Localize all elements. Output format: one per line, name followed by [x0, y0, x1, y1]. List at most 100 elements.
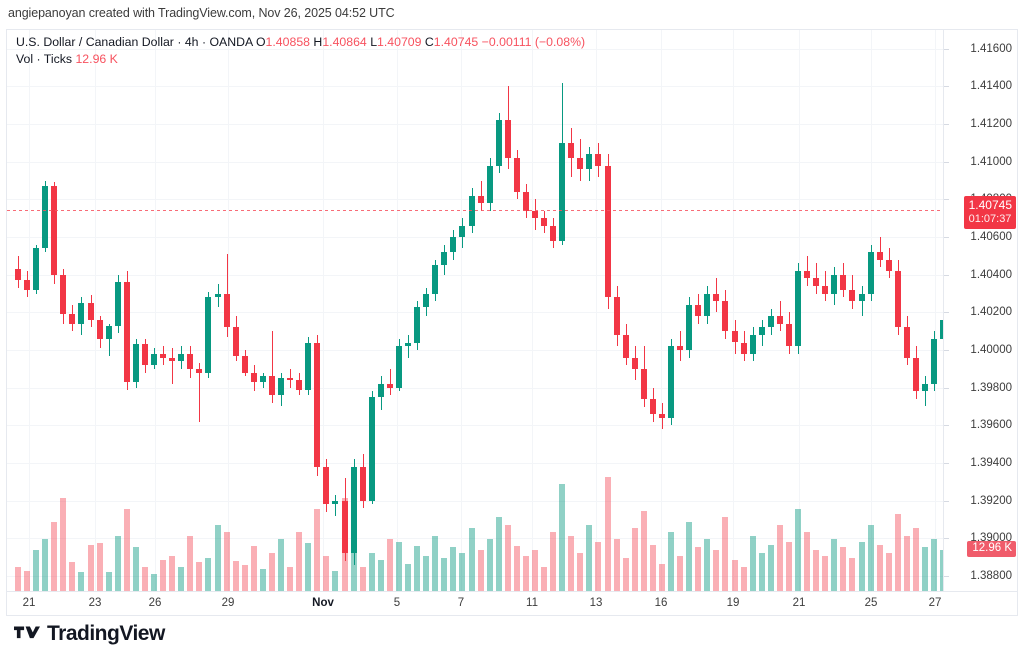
volume-bar — [486, 539, 493, 591]
volume-bar — [613, 539, 620, 591]
tradingview-footer-logo: TradingView — [14, 622, 165, 646]
time-tick-label: 27 — [928, 597, 942, 609]
volume-bar — [804, 532, 811, 591]
time-scale[interactable]: 21 23 26 29 Nov 5 7 11 13 16 19 21 25 27 — [6, 592, 1018, 616]
candle-body — [749, 334, 756, 354]
time-tick-label: 7 — [457, 597, 465, 609]
candle-body — [658, 414, 665, 418]
volume-bar — [141, 566, 148, 591]
candle-body — [96, 319, 103, 339]
volume-bar — [160, 559, 167, 591]
candle-body — [622, 334, 629, 358]
candle-wick — [172, 348, 173, 384]
volume-bar — [686, 522, 693, 591]
candle-body — [223, 293, 230, 328]
candle-body — [205, 297, 212, 373]
candle-body — [504, 120, 511, 158]
grid-line-horizontal — [7, 48, 943, 50]
candle-body — [459, 225, 466, 238]
candle-body — [214, 293, 221, 298]
candle-body — [414, 306, 421, 343]
candle-body — [649, 398, 656, 415]
volume-bar — [513, 545, 520, 591]
grid-line-vertical — [155, 30, 156, 591]
candle-body — [903, 327, 910, 358]
grid-line-vertical — [397, 30, 398, 591]
legend-low-value: 1.40709 — [377, 35, 422, 49]
volume-bar — [414, 545, 421, 591]
volume-bar — [604, 476, 611, 591]
candle-wick — [272, 331, 273, 403]
price-tick-mark — [944, 500, 949, 502]
grid-line-horizontal — [7, 274, 943, 276]
legend-sep-2: · — [201, 35, 207, 49]
candle-body — [849, 289, 856, 302]
grid-line-vertical — [596, 30, 597, 591]
candle-body — [813, 278, 820, 286]
candle-body — [867, 252, 874, 294]
candle-body — [87, 302, 94, 320]
price-tick-mark — [944, 199, 949, 201]
volume-bar — [940, 550, 943, 591]
price-tick-mark — [944, 425, 949, 427]
candle-wick — [925, 376, 926, 407]
candle-body — [695, 304, 702, 317]
grid-line-horizontal — [7, 312, 943, 314]
volume-bar — [722, 516, 729, 591]
price-tick-label: 1.41400 — [970, 80, 1012, 93]
chart-plot-area[interactable]: € — [7, 30, 943, 591]
volume-bar — [33, 550, 40, 591]
candle-body — [332, 500, 339, 505]
legend-volume-title[interactable]: Vol · Ticks — [16, 51, 73, 66]
volume-bar — [314, 508, 321, 591]
volume-bar — [495, 516, 502, 591]
grid-line-horizontal — [7, 237, 943, 239]
candle-body — [341, 500, 348, 554]
volume-bar — [541, 566, 548, 591]
current-price-line — [7, 209, 943, 211]
legend-symbol[interactable]: U.S. Dollar / Canadian Dollar — [16, 35, 174, 49]
tradingview-wordmark: TradingView — [47, 622, 165, 645]
price-tick-mark — [944, 350, 949, 352]
candle-body — [368, 397, 375, 501]
volume-bar — [813, 550, 820, 591]
candle-body — [668, 346, 675, 418]
volume-bar — [749, 536, 756, 591]
volume-bar — [395, 541, 402, 591]
volume-bar — [785, 541, 792, 591]
volume-bar — [931, 539, 938, 591]
grid-line-vertical — [935, 30, 936, 591]
price-tick-mark — [944, 274, 949, 276]
volume-bar — [287, 566, 294, 591]
candle-wick — [109, 323, 110, 356]
current-price-badge: 1.40745 01:07:37 — [963, 195, 1016, 229]
candle-body — [840, 274, 847, 290]
volume-bar — [822, 555, 829, 591]
legend-exchange: OANDA — [209, 35, 253, 49]
candle-wick — [825, 270, 826, 302]
candle-body — [123, 282, 130, 383]
candle-body — [287, 378, 294, 381]
price-tick-mark — [944, 538, 949, 540]
candle-body — [740, 342, 747, 354]
volume-bar — [876, 544, 883, 591]
volume-bar — [550, 532, 557, 591]
chart-frame[interactable]: € U.S. Dollar / Canadian Dollar · 4h · O… — [6, 29, 1018, 592]
candle-body — [767, 316, 774, 328]
price-tick-label: 1.40000 — [970, 344, 1012, 357]
legend-low-label: L — [370, 35, 378, 49]
price-scale[interactable]: 1.40745 01:07:37 12.96 K 1.41600 1.41400 1… — [943, 30, 1017, 591]
tradingview-logo-icon — [14, 626, 40, 638]
volume-bar — [522, 555, 529, 591]
current-price-value: 1.40745 — [968, 197, 1012, 212]
candle-wick — [816, 263, 817, 294]
candle-body — [323, 466, 330, 505]
price-tick-mark — [944, 161, 949, 163]
candle-wick — [199, 363, 200, 422]
volume-bar — [631, 527, 638, 591]
candle-wick — [880, 237, 881, 268]
volume-bar — [622, 558, 629, 591]
candle-body — [541, 218, 548, 226]
volume-bar — [296, 532, 303, 591]
legend-interval[interactable]: 4h — [184, 35, 199, 49]
